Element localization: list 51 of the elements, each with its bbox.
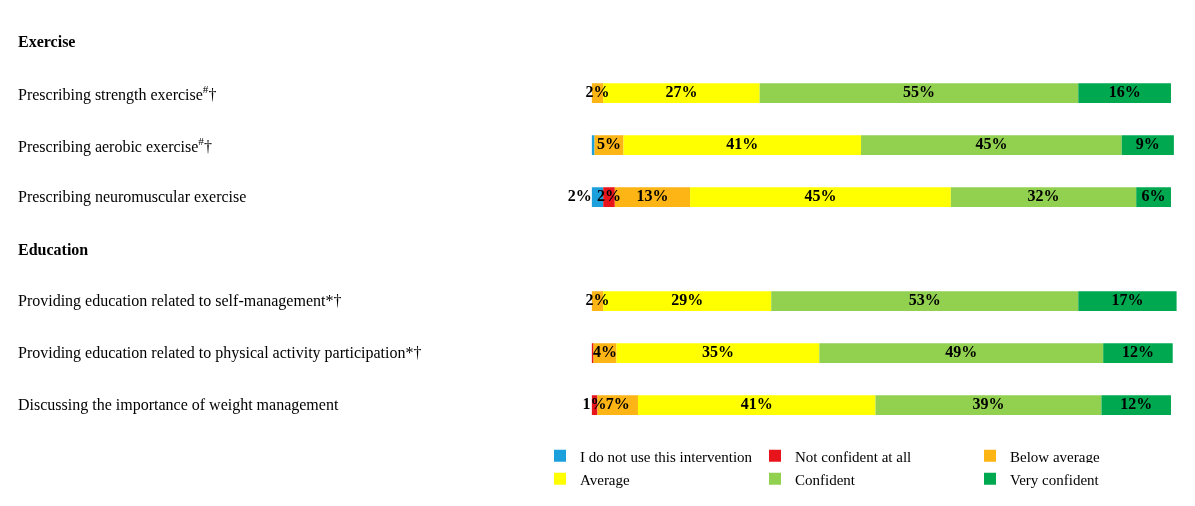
data-label: 39%: [972, 395, 1005, 413]
legend-label: Average: [580, 471, 631, 488]
y-tick-label: Exercise: [18, 33, 76, 50]
bar: [875, 395, 1102, 415]
data-label: 2%: [567, 187, 592, 205]
bar: [1078, 291, 1177, 311]
data-label: 32%: [1027, 187, 1060, 205]
legend-label: Not confident at all: [795, 448, 912, 465]
y-tick-label: Prescribing strength exercise$^{#}$†: [18, 83, 217, 104]
y-tick-label: Discussing the importance of weight management: [18, 396, 339, 414]
y-tick-label: Prescribing aerobic exercise$^{#}$†: [18, 135, 212, 156]
data-label: 12%: [1120, 395, 1153, 413]
legend-label: I do not use this intervention: [580, 448, 753, 465]
bar: [623, 135, 862, 156]
data-label: 17%: [1111, 291, 1144, 309]
data-label: 35%: [701, 343, 734, 361]
data-label: 4%: [592, 343, 617, 361]
data-label: 53%: [908, 291, 941, 309]
bar: [861, 135, 1122, 156]
bar: [591, 135, 595, 156]
y-tick-label: Education: [18, 241, 89, 258]
legend-label: Very confident: [1010, 471, 1100, 488]
bar: [759, 83, 1079, 104]
bar: [637, 395, 876, 415]
data-label: 41%: [726, 135, 759, 153]
bar: [950, 187, 1137, 207]
bar: [819, 343, 1104, 363]
data-label: 12%: [1121, 343, 1154, 361]
data-label: 16%: [1108, 83, 1141, 101]
y-tick-label: Providing education related to self-management*†: [18, 292, 342, 310]
data-label: 29%: [671, 291, 704, 309]
data-label: 27%: [665, 83, 698, 101]
legend-label: Below average: [1010, 448, 1100, 465]
y-tick-label: Providing education related to physical activity participation*†: [18, 344, 422, 362]
data-label: 9%: [1135, 135, 1160, 153]
data-label: 41%: [740, 395, 773, 413]
data-label: 45%: [975, 135, 1008, 153]
data-label: 55%: [902, 83, 935, 101]
y-tick-label: Prescribing neuromuscular exercise: [18, 188, 247, 206]
data-label: 45%: [804, 187, 837, 205]
data-label: 1%: [582, 395, 607, 413]
bar: [690, 187, 951, 207]
legend-label: Confident: [795, 471, 856, 488]
bar: [1078, 83, 1171, 104]
bar: [616, 343, 820, 363]
bar: [771, 291, 1079, 311]
data-label: 13%: [636, 187, 669, 205]
data-label: 6%: [1141, 187, 1166, 205]
data-label: 5%: [597, 135, 622, 153]
data-label: 49%: [945, 343, 978, 361]
data-label: 7%: [605, 395, 630, 413]
